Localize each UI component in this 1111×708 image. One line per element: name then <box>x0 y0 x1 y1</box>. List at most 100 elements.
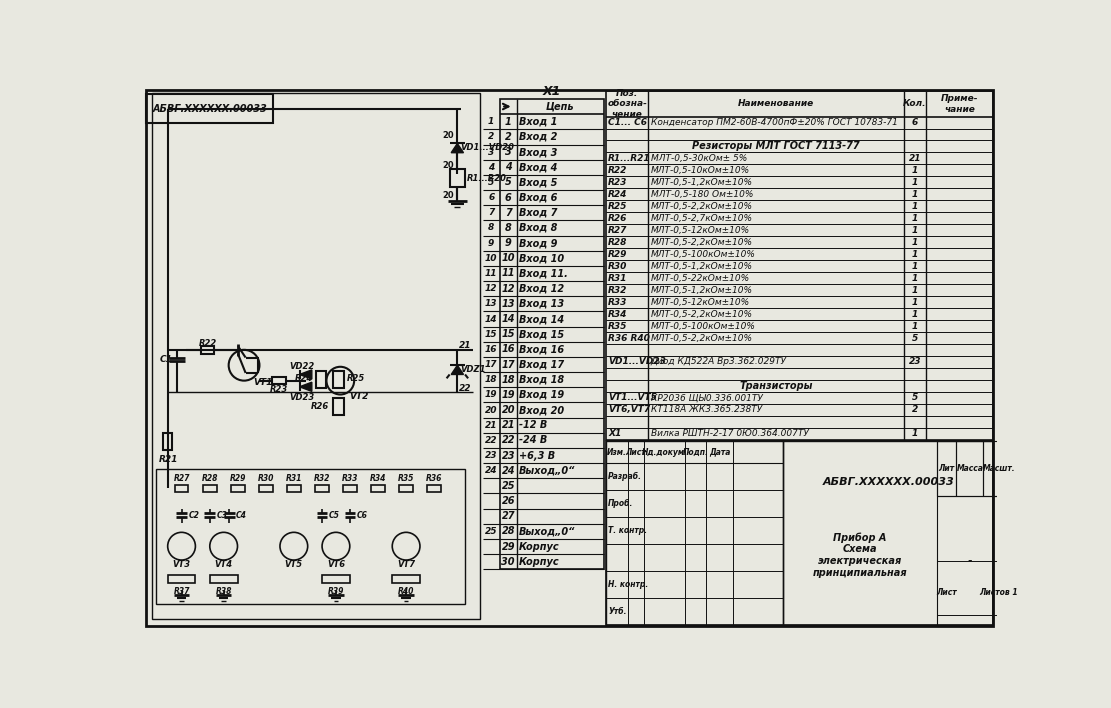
Text: R33: R33 <box>608 297 628 307</box>
Text: R22: R22 <box>199 339 217 348</box>
Text: МЛТ-0,5-10кОм±10%: МЛТ-0,5-10кОм±10% <box>651 166 750 175</box>
Text: 15: 15 <box>501 329 514 339</box>
Text: Корпус: Корпус <box>519 542 560 552</box>
Text: Вход 9: Вход 9 <box>519 238 558 249</box>
Text: 3: 3 <box>488 148 494 156</box>
Text: Вход 16: Вход 16 <box>519 344 564 354</box>
Text: R37: R37 <box>173 587 190 596</box>
Text: 1: 1 <box>912 285 918 295</box>
Bar <box>287 484 301 492</box>
Text: X1: X1 <box>542 85 561 98</box>
Text: VT5: VT5 <box>284 560 303 569</box>
Text: МЛТ-0,5-100кОм±10%: МЛТ-0,5-100кОм±10% <box>651 250 755 258</box>
Text: Выход„0“: Выход„0“ <box>519 526 575 537</box>
Text: 23: 23 <box>909 358 921 367</box>
Bar <box>983 441 1014 496</box>
Text: X1: X1 <box>608 429 621 438</box>
Polygon shape <box>451 144 463 153</box>
Text: -12 В: -12 В <box>519 420 548 430</box>
Text: 9: 9 <box>504 238 511 249</box>
Text: Вилка РШТН-2-17 0Ю0.364.007ТУ: Вилка РШТН-2-17 0Ю0.364.007ТУ <box>651 429 809 438</box>
Text: 3: 3 <box>504 147 511 157</box>
Text: 13: 13 <box>501 299 514 309</box>
Text: 1: 1 <box>912 297 918 307</box>
Text: +6,3 В: +6,3 В <box>519 450 556 460</box>
Text: Наименование: Наименование <box>738 99 814 108</box>
Bar <box>500 99 603 569</box>
Text: VD1...VD20: VD1...VD20 <box>460 143 514 152</box>
Text: МЛТ-0,5-30кОм± 5%: МЛТ-0,5-30кОм± 5% <box>651 154 747 163</box>
Text: R28: R28 <box>608 238 628 247</box>
Text: Вход 1: Вход 1 <box>519 117 558 127</box>
Bar <box>272 377 286 384</box>
Text: Н. контр.: Н. контр. <box>608 580 649 589</box>
Text: 1: 1 <box>912 429 918 438</box>
Text: 5: 5 <box>912 333 918 343</box>
Text: R40: R40 <box>398 587 414 596</box>
Text: Вход 10: Вход 10 <box>519 253 564 263</box>
Text: МЛТ-0,5-2,2кОм±10%: МЛТ-0,5-2,2кОм±10% <box>651 238 752 247</box>
Text: R31: R31 <box>608 274 628 282</box>
Text: 27: 27 <box>501 511 514 521</box>
Text: Масшт.: Масшт. <box>982 464 1015 474</box>
Text: 18: 18 <box>501 375 514 384</box>
Text: R34: R34 <box>608 309 628 319</box>
Text: VT6: VT6 <box>327 560 346 569</box>
Text: 10: 10 <box>501 253 514 263</box>
Text: МЛТ-0,5-2,7кОм±10%: МЛТ-0,5-2,7кОм±10% <box>651 214 752 223</box>
Text: 8: 8 <box>504 223 511 233</box>
Text: Транзисторы: Транзисторы <box>740 381 813 391</box>
Text: 11: 11 <box>501 268 514 278</box>
Text: 30: 30 <box>501 556 514 566</box>
Text: C4: C4 <box>237 511 247 520</box>
Text: 6: 6 <box>504 193 511 202</box>
Text: Подп.: Подп. <box>682 447 708 457</box>
Text: 18: 18 <box>486 375 498 384</box>
Text: Диод КД522А Вр3.362.029ТУ: Диод КД522А Вр3.362.029ТУ <box>651 358 787 367</box>
Text: 19: 19 <box>501 390 514 400</box>
Text: 20: 20 <box>486 406 498 414</box>
Text: R36 R40: R36 R40 <box>608 333 650 343</box>
Text: Резисторы МЛТ ГОСТ 7113-77: Резисторы МЛТ ГОСТ 7113-77 <box>692 142 860 152</box>
Text: 1: 1 <box>912 274 918 282</box>
Bar <box>333 399 344 416</box>
Text: Цепь: Цепь <box>546 101 574 112</box>
Text: Вход 2: Вход 2 <box>519 132 558 142</box>
Text: R27: R27 <box>608 226 628 235</box>
Text: 2: 2 <box>504 132 511 142</box>
Text: R32: R32 <box>608 285 628 295</box>
Bar <box>937 441 957 496</box>
Bar <box>147 94 273 123</box>
Text: 1: 1 <box>912 309 918 319</box>
Text: 20: 20 <box>501 405 514 415</box>
Text: 13: 13 <box>486 299 498 308</box>
Text: C6: C6 <box>357 511 368 520</box>
Text: VD22: VD22 <box>289 362 314 371</box>
Text: VT1...VT5: VT1...VT5 <box>608 394 657 402</box>
Bar <box>783 441 993 624</box>
Text: 21: 21 <box>909 154 921 163</box>
Text: Вход 4: Вход 4 <box>519 162 558 172</box>
Text: 9: 9 <box>488 239 494 248</box>
Text: R22: R22 <box>608 166 628 175</box>
Text: Лист: Лист <box>625 447 647 457</box>
Text: R1...R20: R1...R20 <box>467 173 507 183</box>
Text: МЛТ-0,5-1,2кОм±10%: МЛТ-0,5-1,2кОм±10% <box>651 178 752 187</box>
Text: R23: R23 <box>608 178 628 187</box>
Text: R38: R38 <box>216 587 232 596</box>
Text: АБВГ.XXXXXX.00033: АБВГ.XXXXXX.00033 <box>822 476 954 486</box>
Text: Утб.: Утб. <box>608 607 627 616</box>
Bar <box>605 441 993 624</box>
Text: Разраб.: Разраб. <box>608 472 642 481</box>
Text: Вход 18: Вход 18 <box>519 375 564 384</box>
Bar <box>392 576 420 583</box>
Bar <box>371 484 386 492</box>
Text: 17: 17 <box>486 360 498 369</box>
Bar <box>231 484 244 492</box>
Text: МЛТ-0,5-22кОм±10%: МЛТ-0,5-22кОм±10% <box>651 274 750 282</box>
Text: Вход 11.: Вход 11. <box>519 268 568 278</box>
Text: Листов 1: Листов 1 <box>980 588 1018 597</box>
Text: Вход 7: Вход 7 <box>519 208 558 218</box>
Text: 1: 1 <box>912 238 918 247</box>
Text: 6: 6 <box>912 118 918 127</box>
